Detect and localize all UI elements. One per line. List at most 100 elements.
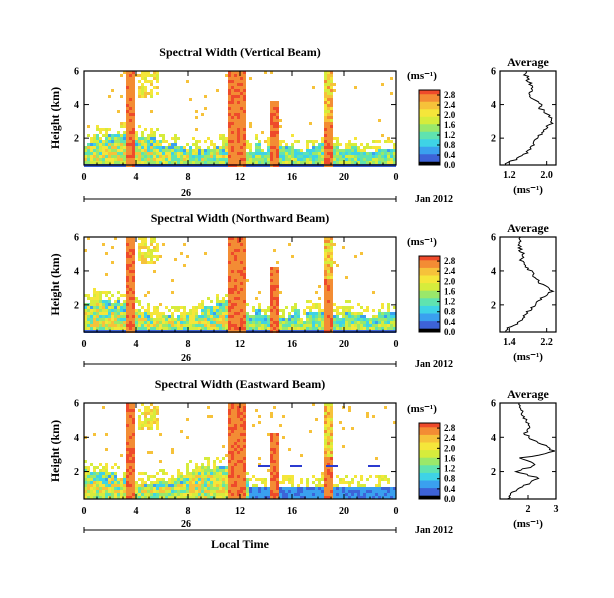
heatmap-cell	[213, 466, 216, 469]
heatmap-cell	[360, 327, 363, 330]
heatmap-cell	[144, 327, 147, 330]
heatmap-cell	[243, 258, 246, 261]
heatmap-cell	[312, 158, 315, 161]
heatmap-cell	[381, 324, 384, 327]
heatmap-cell	[327, 152, 330, 155]
heatmap-cell	[240, 95, 243, 98]
heatmap-cell	[150, 252, 153, 255]
heatmap-cell	[111, 140, 114, 143]
heatmap-cell	[144, 71, 147, 74]
colorbar-segment	[419, 424, 440, 428]
heatmap-cell	[375, 324, 378, 327]
heatmap-cell	[93, 315, 96, 318]
heatmap-cell	[231, 478, 234, 481]
heatmap-cell	[174, 309, 177, 312]
heatmap-cell	[126, 77, 129, 80]
heatmap-cell	[357, 158, 360, 161]
heatmap-cell	[192, 475, 195, 478]
heatmap-cell	[240, 291, 243, 294]
heatmap-cell	[330, 439, 333, 442]
heatmap-cell	[258, 478, 261, 481]
heatmap-cell	[324, 98, 327, 101]
heatmap-cell	[156, 74, 159, 77]
heatmap-cell	[255, 146, 258, 149]
heatmap-cell	[393, 496, 396, 499]
heatmap-cell	[183, 324, 186, 327]
y-tick-label: 6	[74, 67, 79, 78]
heatmap-cell	[204, 107, 207, 110]
heatmap-cell	[171, 137, 174, 140]
heatmap-cell	[222, 493, 225, 496]
heatmap-cell	[201, 113, 204, 116]
heatmap-cell	[282, 161, 285, 164]
heatmap-cells	[84, 237, 396, 333]
heatmap-cell	[150, 161, 153, 164]
heatmap-cell	[276, 445, 279, 448]
colorbar-segment	[419, 106, 440, 110]
heatmap-cell	[330, 282, 333, 285]
heatmap-cell	[306, 496, 309, 499]
heatmap-cell	[273, 101, 276, 104]
heatmap-cell	[234, 409, 237, 412]
heatmap-cell	[354, 137, 357, 140]
heatmap-cell	[132, 246, 135, 249]
heatmap-cell	[240, 496, 243, 499]
heatmap-cell	[108, 490, 111, 493]
heatmap-cell	[126, 475, 129, 478]
heatmap-cell	[150, 315, 153, 318]
heatmap-cell	[102, 466, 105, 469]
heatmap-cell	[156, 487, 159, 490]
colorbar-segment	[419, 151, 440, 155]
heatmap-cell	[132, 457, 135, 460]
heatmap-cell	[240, 282, 243, 285]
heatmap-cell	[237, 312, 240, 315]
heatmap-cell	[207, 158, 210, 161]
heatmap-cell	[195, 469, 198, 472]
heatmap-cell	[153, 309, 156, 312]
heatmap-cell	[372, 158, 375, 161]
heatmap-cell	[348, 487, 351, 490]
heatmap-cell	[132, 101, 135, 104]
heatmap-cell	[318, 155, 321, 158]
heatmap-cell	[228, 412, 231, 415]
heatmap-cell	[237, 77, 240, 80]
heatmap-cell	[225, 481, 228, 484]
heatmap-cell	[150, 496, 153, 499]
heatmap-cell	[153, 409, 156, 412]
heatmap-cell	[204, 327, 207, 330]
heatmap-cell	[381, 158, 384, 161]
heatmap-cell	[285, 324, 288, 327]
heatmap-cell	[387, 481, 390, 484]
heatmap-cell	[93, 294, 96, 297]
heatmap-cell	[324, 267, 327, 270]
colorbar-tick-label: 1.2	[444, 297, 456, 307]
heatmap-cell	[288, 312, 291, 315]
heatmap-cell	[270, 309, 273, 312]
heatmap-cell	[270, 318, 273, 321]
heatmap-cell	[369, 321, 372, 324]
heatmap-cell	[228, 484, 231, 487]
heatmap-cell	[327, 448, 330, 451]
heatmap-cell	[288, 496, 291, 499]
heatmap-cells	[84, 403, 396, 499]
heatmap-cell	[240, 415, 243, 418]
heatmap-cell	[258, 312, 261, 315]
heatmap-cell	[183, 155, 186, 158]
heatmap-cell	[330, 406, 333, 409]
heatmap-cell	[180, 155, 183, 158]
colorbar-segment	[419, 309, 440, 312]
heatmap-cell	[129, 312, 132, 315]
heatmap-cell	[117, 324, 120, 327]
heatmap-cell	[360, 155, 363, 158]
heatmap-cell	[108, 300, 111, 303]
heatmap-cell	[354, 255, 357, 258]
heatmap-cell	[156, 472, 159, 475]
heatmap-cell	[273, 493, 276, 496]
heatmap-cell	[342, 324, 345, 327]
heatmap-cell	[129, 152, 132, 155]
heatmap-cell	[186, 315, 189, 318]
heatmap-cell	[177, 478, 180, 481]
heatmap-cell	[237, 294, 240, 297]
heatmap-cell	[237, 240, 240, 243]
heatmap-cell	[102, 149, 105, 152]
